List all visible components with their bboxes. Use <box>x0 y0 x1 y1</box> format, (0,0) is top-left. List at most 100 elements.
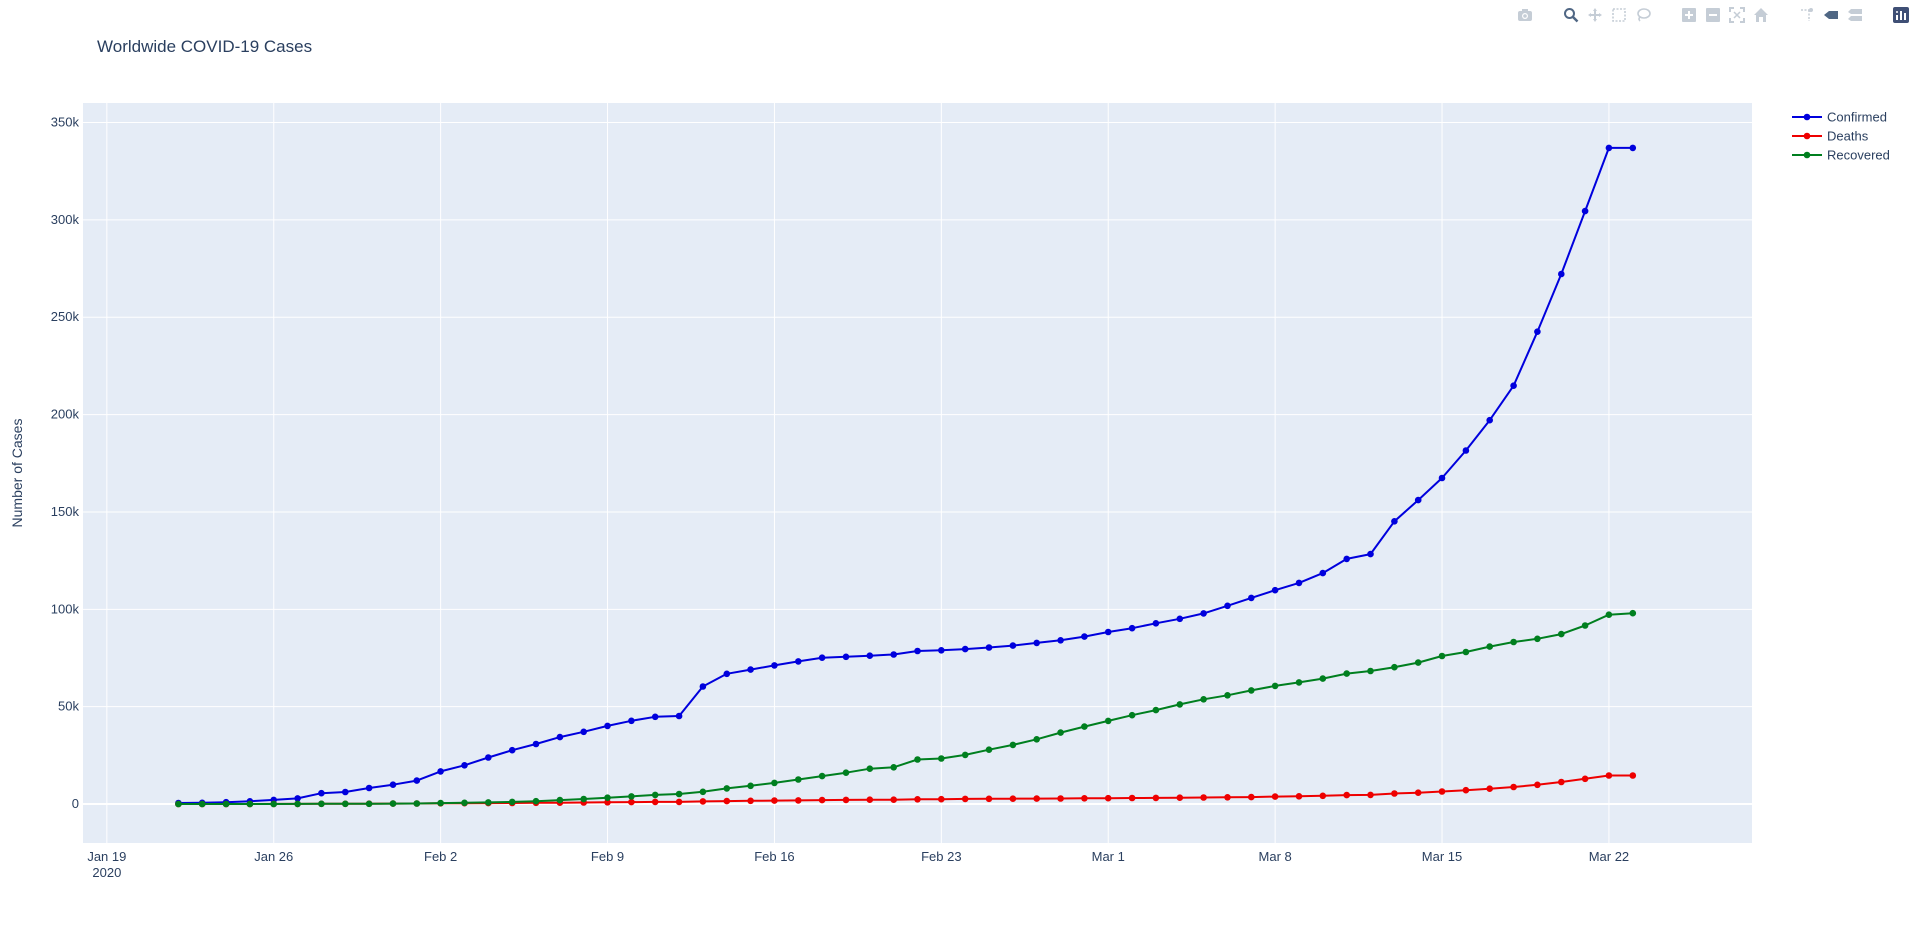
spike-lines-icon[interactable] <box>1799 7 1815 23</box>
data-point-deaths[interactable] <box>842 796 850 804</box>
data-point-recovered[interactable] <box>1391 663 1398 671</box>
data-point-confirmed[interactable] <box>866 652 874 659</box>
data-point-confirmed[interactable] <box>1414 496 1422 504</box>
data-point-confirmed[interactable] <box>508 746 516 754</box>
data-point-recovered[interactable] <box>461 799 468 807</box>
pan-icon[interactable] <box>1587 7 1603 23</box>
data-point-confirmed[interactable] <box>580 728 587 736</box>
data-point-confirmed[interactable] <box>795 658 802 665</box>
data-point-recovered[interactable] <box>1104 717 1112 725</box>
data-point-deaths[interactable] <box>1128 794 1136 802</box>
legend-item-confirmed[interactable]: Confirmed <box>1792 110 1887 125</box>
data-point-recovered[interactable] <box>890 764 897 771</box>
hover-compare-icon[interactable] <box>1847 7 1863 23</box>
data-point-recovered[interactable] <box>985 746 993 753</box>
data-point-recovered[interactable] <box>1534 635 1541 643</box>
data-point-recovered[interactable] <box>1081 723 1088 730</box>
data-point-deaths[interactable] <box>938 795 945 803</box>
data-point-confirmed[interactable] <box>842 653 850 661</box>
data-point-recovered[interactable] <box>1319 675 1327 682</box>
data-point-confirmed[interactable] <box>675 712 683 720</box>
data-point-recovered[interactable] <box>1438 652 1446 660</box>
data-point-recovered[interactable] <box>1009 741 1017 749</box>
data-point-confirmed[interactable] <box>1534 328 1541 336</box>
data-point-recovered[interactable] <box>1176 701 1184 708</box>
data-point-recovered[interactable] <box>628 793 635 800</box>
data-point-deaths[interactable] <box>866 796 874 803</box>
data-point-recovered[interactable] <box>1462 648 1470 656</box>
data-point-confirmed[interactable] <box>699 683 707 690</box>
data-point-confirmed[interactable] <box>1057 637 1064 644</box>
data-point-recovered[interactable] <box>1414 659 1422 666</box>
data-point-confirmed[interactable] <box>1438 474 1446 482</box>
data-point-recovered[interactable] <box>771 779 778 787</box>
zoom-icon[interactable] <box>1563 7 1579 23</box>
data-point-recovered[interactable] <box>508 798 516 806</box>
data-point-confirmed[interactable] <box>1391 518 1398 525</box>
data-point-confirmed[interactable] <box>1605 144 1613 152</box>
data-point-deaths[interactable] <box>1558 778 1565 786</box>
data-point-recovered[interactable] <box>222 800 230 808</box>
data-point-recovered[interactable] <box>699 788 707 796</box>
data-point-recovered[interactable] <box>604 794 611 801</box>
data-point-confirmed[interactable] <box>1629 144 1637 152</box>
data-point-confirmed[interactable] <box>389 781 397 788</box>
data-point-recovered[interactable] <box>1629 609 1637 617</box>
data-point-confirmed[interactable] <box>985 644 993 651</box>
data-point-confirmed[interactable] <box>747 666 754 673</box>
zoom-out-icon[interactable] <box>1705 7 1721 23</box>
data-point-recovered[interactable] <box>1605 611 1613 618</box>
camera-icon[interactable] <box>1517 7 1533 23</box>
data-point-recovered[interactable] <box>1343 670 1350 677</box>
data-point-confirmed[interactable] <box>1200 610 1207 617</box>
data-point-recovered[interactable] <box>1128 711 1136 719</box>
data-point-confirmed[interactable] <box>1462 447 1470 454</box>
data-point-deaths[interactable] <box>914 796 921 803</box>
data-point-recovered[interactable] <box>389 800 397 807</box>
data-point-deaths[interactable] <box>1438 788 1446 795</box>
data-point-recovered[interactable] <box>651 791 659 799</box>
data-point-recovered[interactable] <box>795 776 802 783</box>
data-point-recovered[interactable] <box>1224 692 1231 699</box>
data-point-confirmed[interactable] <box>1486 416 1493 424</box>
data-point-confirmed[interactable] <box>1033 639 1040 647</box>
data-point-confirmed[interactable] <box>1367 550 1374 558</box>
data-point-recovered[interactable] <box>318 800 325 808</box>
data-point-deaths[interactable] <box>890 796 897 803</box>
data-point-deaths[interactable] <box>1033 795 1040 802</box>
data-point-confirmed[interactable] <box>1248 594 1255 602</box>
legend-item-recovered[interactable]: Recovered <box>1792 148 1890 163</box>
legend[interactable]: Confirmed Deaths Recovered <box>1792 110 1890 163</box>
data-point-recovered[interactable] <box>961 751 969 759</box>
data-point-deaths[interactable] <box>1319 792 1327 800</box>
data-point-deaths[interactable] <box>1176 794 1184 801</box>
autoscale-icon[interactable] <box>1729 7 1745 23</box>
data-point-deaths[interactable] <box>1534 781 1541 789</box>
plot-area[interactable] <box>83 103 1752 843</box>
data-point-confirmed[interactable] <box>914 647 921 655</box>
data-point-deaths[interactable] <box>628 798 635 806</box>
data-point-recovered[interactable] <box>532 797 540 805</box>
data-point-recovered[interactable] <box>1558 630 1565 638</box>
data-point-deaths[interactable] <box>1391 790 1398 797</box>
data-point-recovered[interactable] <box>914 756 921 763</box>
data-point-recovered[interactable] <box>866 765 874 772</box>
data-point-recovered[interactable] <box>246 800 254 808</box>
data-point-confirmed[interactable] <box>485 754 492 761</box>
data-point-recovered[interactable] <box>1581 622 1589 629</box>
data-point-confirmed[interactable] <box>1128 624 1136 632</box>
data-point-confirmed[interactable] <box>1271 586 1279 594</box>
data-point-recovered[interactable] <box>413 800 421 807</box>
data-point-deaths[interactable] <box>818 796 826 804</box>
data-point-deaths[interactable] <box>1081 795 1088 802</box>
data-point-confirmed[interactable] <box>1510 382 1517 390</box>
legend-item-deaths[interactable]: Deaths <box>1792 129 1869 144</box>
data-point-deaths[interactable] <box>675 798 683 806</box>
data-point-deaths[interactable] <box>651 798 659 806</box>
data-point-confirmed[interactable] <box>342 788 349 796</box>
data-point-recovered[interactable] <box>175 800 182 808</box>
data-point-recovered[interactable] <box>580 795 587 803</box>
data-point-recovered[interactable] <box>1367 667 1374 675</box>
data-point-confirmed[interactable] <box>1224 602 1231 610</box>
data-point-confirmed[interactable] <box>556 733 564 741</box>
